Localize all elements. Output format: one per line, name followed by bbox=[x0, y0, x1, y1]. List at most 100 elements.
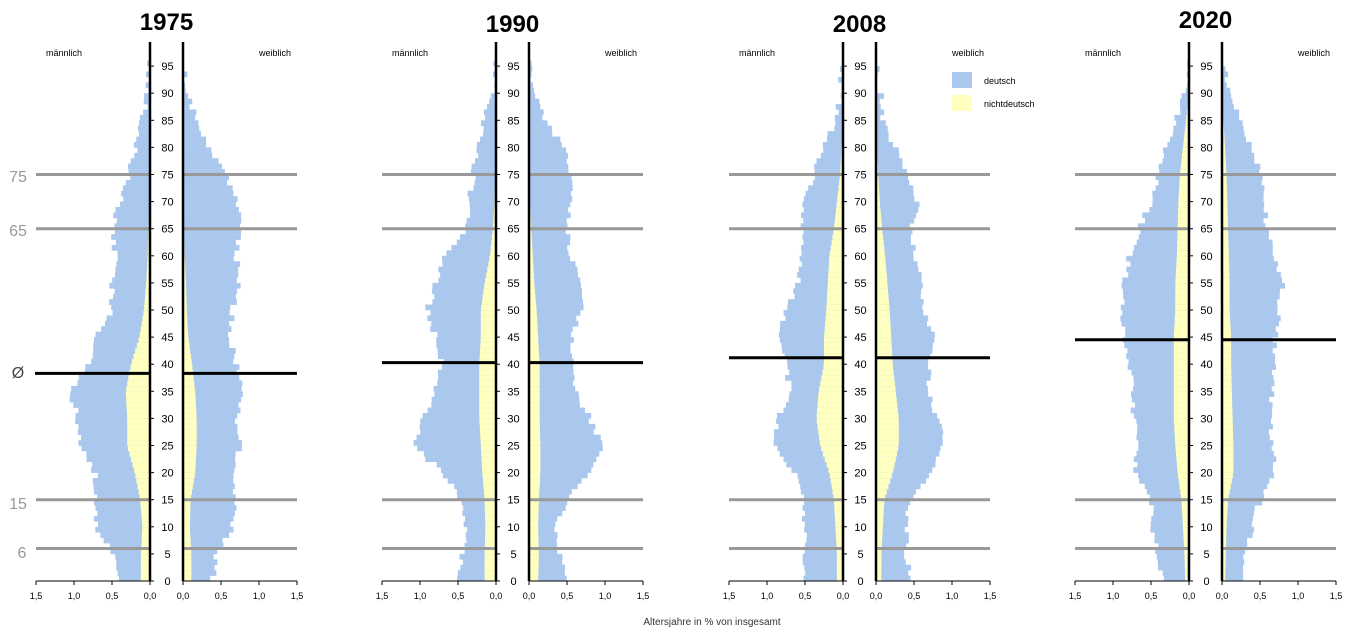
bar-male-nichtdeutsch bbox=[1181, 494, 1189, 500]
bar-male-deutsch bbox=[427, 407, 496, 414]
bar-male-deutsch bbox=[417, 445, 496, 452]
bar-male-deutsch bbox=[92, 478, 150, 484]
bar-female-nichtdeutsch bbox=[876, 559, 882, 566]
bar-female-deutsch bbox=[876, 93, 884, 99]
bar-male-nichtdeutsch bbox=[1182, 510, 1189, 517]
bar-female-deutsch bbox=[183, 114, 196, 121]
bar-female-nichtdeutsch bbox=[183, 429, 197, 435]
bar-female-deutsch bbox=[183, 326, 232, 332]
bar-male-nichtdeutsch bbox=[484, 505, 496, 511]
bar-male-nichtdeutsch bbox=[131, 456, 150, 463]
bar-male-nichtdeutsch bbox=[136, 478, 150, 484]
bar-female-deutsch bbox=[1222, 407, 1273, 414]
bar-male-deutsch bbox=[1185, 87, 1189, 94]
bar-male-deutsch bbox=[1134, 402, 1189, 408]
bar-male-nichtdeutsch bbox=[832, 234, 843, 240]
bar-female-nichtdeutsch bbox=[183, 478, 194, 484]
bar-male-nichtdeutsch bbox=[479, 418, 496, 425]
bar-female-deutsch bbox=[1222, 104, 1234, 110]
bar-female-nichtdeutsch bbox=[529, 331, 538, 338]
x-tick-label-female: 1,5 bbox=[637, 591, 650, 601]
bar-female-deutsch bbox=[529, 282, 581, 289]
bar-male-nichtdeutsch bbox=[140, 570, 150, 576]
bar-male-deutsch bbox=[777, 412, 843, 419]
bar-female-deutsch bbox=[529, 131, 553, 137]
bar-female-deutsch bbox=[1222, 353, 1276, 360]
bar-male-deutsch bbox=[75, 412, 150, 419]
bar-male-deutsch bbox=[474, 179, 496, 186]
x-tick-label-female: 0,0 bbox=[523, 591, 536, 601]
bar-female-nichtdeutsch bbox=[876, 234, 883, 240]
bar-female-nichtdeutsch bbox=[876, 418, 899, 425]
bar-female-deutsch bbox=[183, 250, 235, 257]
bar-female-nichtdeutsch bbox=[1222, 185, 1227, 192]
bar-female-nichtdeutsch bbox=[183, 407, 197, 414]
bar-female-nichtdeutsch bbox=[529, 266, 534, 273]
bar-male-nichtdeutsch bbox=[1177, 212, 1189, 219]
bar-male-nichtdeutsch bbox=[492, 228, 496, 235]
bar-male-nichtdeutsch bbox=[836, 548, 843, 555]
bar-male-nichtdeutsch bbox=[1177, 239, 1189, 246]
age-tick-label: 5 bbox=[857, 549, 863, 561]
bar-male-deutsch bbox=[1132, 250, 1189, 257]
bar-male-deutsch bbox=[777, 445, 843, 452]
bar-female-deutsch bbox=[876, 244, 916, 251]
bar-female-nichtdeutsch bbox=[1222, 488, 1230, 495]
bar-female-deutsch bbox=[183, 207, 239, 213]
panel-title-2020: 2020 bbox=[1179, 7, 1232, 34]
bar-male-nichtdeutsch bbox=[1177, 228, 1189, 235]
bar-male-deutsch bbox=[789, 391, 843, 398]
bar-female-deutsch bbox=[183, 505, 237, 511]
bar-female-deutsch bbox=[529, 179, 573, 186]
bar-female-nichtdeutsch bbox=[876, 320, 891, 327]
bar-male-deutsch bbox=[467, 190, 496, 197]
bar-female-nichtdeutsch bbox=[529, 239, 533, 246]
bar-female-deutsch bbox=[876, 434, 943, 441]
bars-layer bbox=[69, 49, 1286, 582]
bar-female-nichtdeutsch bbox=[183, 418, 197, 425]
bar-male-nichtdeutsch bbox=[1174, 429, 1189, 435]
bar-male-deutsch bbox=[1155, 185, 1189, 192]
bar-male-deutsch bbox=[820, 152, 843, 159]
bar-female-deutsch bbox=[876, 423, 942, 430]
bar-male-deutsch bbox=[1158, 163, 1189, 170]
bar-female-nichtdeutsch bbox=[1222, 277, 1230, 284]
bar-female-nichtdeutsch bbox=[1222, 223, 1229, 229]
bar-male-nichtdeutsch bbox=[481, 450, 496, 457]
bar-male-nichtdeutsch bbox=[832, 488, 843, 495]
bar-female-nichtdeutsch bbox=[183, 299, 187, 305]
bar-male-deutsch bbox=[115, 272, 150, 278]
bar-female-nichtdeutsch bbox=[876, 445, 899, 452]
bar-female-deutsch bbox=[876, 472, 929, 479]
bar-male-nichtdeutsch bbox=[838, 185, 843, 192]
bar-male-deutsch bbox=[78, 407, 150, 414]
bar-female-nichtdeutsch bbox=[529, 282, 535, 289]
bar-male-nichtdeutsch bbox=[824, 342, 843, 349]
bar-male-deutsch bbox=[1163, 575, 1189, 582]
bar-female-deutsch bbox=[183, 553, 214, 560]
bar-female-deutsch bbox=[1222, 293, 1280, 300]
bar-female-nichtdeutsch bbox=[183, 461, 196, 468]
bar-male-nichtdeutsch bbox=[1183, 537, 1189, 544]
bar-male-nichtdeutsch bbox=[1182, 152, 1189, 159]
bar-female-deutsch bbox=[1222, 87, 1231, 94]
x-tick-label-female: 1,0 bbox=[599, 591, 612, 601]
bar-female-deutsch bbox=[1222, 478, 1270, 484]
bar-female-deutsch bbox=[876, 499, 910, 506]
bar-female-nichtdeutsch bbox=[529, 461, 541, 468]
bar-male-deutsch bbox=[116, 261, 150, 267]
bar-female-nichtdeutsch bbox=[876, 532, 883, 538]
bar-female-deutsch bbox=[1222, 147, 1252, 154]
bar-male-deutsch bbox=[114, 228, 150, 235]
bar-female-nichtdeutsch bbox=[1222, 385, 1232, 392]
bar-male-nichtdeutsch bbox=[833, 228, 843, 235]
bar-male-deutsch bbox=[485, 114, 496, 121]
bar-female-deutsch bbox=[876, 543, 907, 549]
bar-female-nichtdeutsch bbox=[529, 255, 533, 262]
bar-female-deutsch bbox=[876, 277, 922, 284]
bar-male-deutsch bbox=[1122, 310, 1189, 316]
bar-male-nichtdeutsch bbox=[826, 304, 843, 311]
bar-female-nichtdeutsch bbox=[1222, 282, 1230, 289]
age-tick-label: 35 bbox=[1200, 386, 1212, 398]
bar-female-deutsch bbox=[876, 456, 936, 463]
